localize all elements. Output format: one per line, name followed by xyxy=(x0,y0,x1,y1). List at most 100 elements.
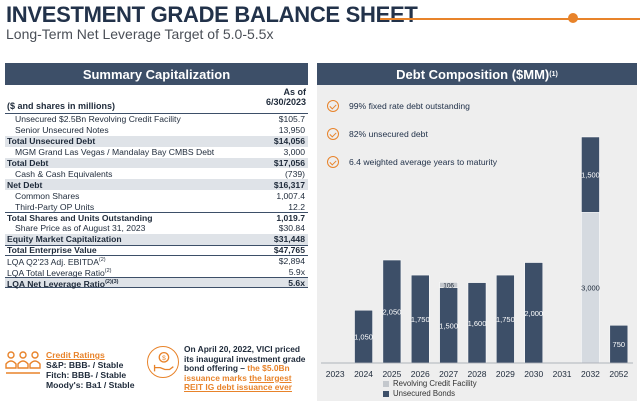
row-label-text: LQA Total Leverage Ratio xyxy=(7,267,105,278)
list-item: 6.4 weighted average years to maturity xyxy=(327,155,497,169)
row-value: 13,950 xyxy=(278,125,305,136)
credit-ratings: Credit Ratings S&P: BBB- / Stable Fitch:… xyxy=(46,350,134,390)
row-value: 1,007.4 xyxy=(276,190,305,201)
x-tick-label: 2023 xyxy=(326,369,345,379)
row-value: $17,056 xyxy=(273,158,305,168)
summary-header: Summary Capitalization xyxy=(5,63,308,85)
debt-highlights: 99% fixed rate debt outstanding 82% unse… xyxy=(327,99,497,183)
row-label: Share Price as of August 31, 2023 xyxy=(15,223,146,234)
row-label: MGM Grand Las Vegas / Mandalay Bay CMBS … xyxy=(15,147,215,158)
x-tick-label: 2027 xyxy=(439,369,458,379)
table-row: Net Debt $16,317 xyxy=(5,179,308,191)
check-circle-icon xyxy=(327,100,339,112)
asof-label: As of 6/30/2023 xyxy=(266,87,306,107)
bar-unsecured-bonds-2032 xyxy=(581,136,600,213)
row-label: Net Debt xyxy=(7,179,43,190)
rating-sp: S&P: BBB- / Stable xyxy=(46,360,124,370)
bullet-text: 82% unsecured debt xyxy=(349,129,428,139)
table-row: Total Unsecured Debt $14,056 xyxy=(5,135,308,147)
row-label: Cash & Cash Equivalents xyxy=(15,168,113,179)
table-row: Cash & Cash Equivalents (739) xyxy=(5,168,308,179)
row-label-text: LQA Net Leverage Ratio xyxy=(7,278,106,289)
table-row: LQA Net Leverage Ratio(2)(3) 5.6x xyxy=(5,277,308,289)
asof-line1: As of xyxy=(283,87,307,97)
table-row: Senior Unsecured Notes 13,950 xyxy=(5,125,308,136)
page-subtitle: Long-Term Net Leverage Target of 5.0-5.5… xyxy=(6,26,274,42)
row-value: 5.6x xyxy=(288,277,305,288)
rating-moodys: Moody's: Ba1 / Stable xyxy=(46,380,135,390)
chart-legend: Revolving Credit Facility Unsecured Bond… xyxy=(383,379,477,399)
x-tick-label: 2025 xyxy=(382,369,401,379)
bond-note-highlight: the $5.0Bn issuance marks xyxy=(184,363,290,383)
row-label: Senior Unsecured Notes xyxy=(15,125,109,136)
capitalization-rows: Unsecured $2.5Bn Revolving Credit Facili… xyxy=(5,114,308,289)
table-row: Common Shares 1,007.4 xyxy=(5,190,308,201)
row-label: Total Debt xyxy=(7,158,49,168)
check-circle-icon xyxy=(327,128,339,140)
debt-header-text: Debt Composition ($MM) xyxy=(396,66,550,82)
row-value: 3,000 xyxy=(283,147,305,158)
table-row: Share Price as of August 31, 2023 $30.84 xyxy=(5,223,308,234)
x-tick-label: 2024 xyxy=(354,369,373,379)
data-label: 3,000 xyxy=(581,284,600,293)
footnote-ref: (2) xyxy=(98,257,106,264)
row-value: 12.2 xyxy=(288,201,305,212)
row-label: LQA Q2'23 Adj. EBITDA(2) xyxy=(7,255,106,267)
row-value: $16,317 xyxy=(273,179,305,190)
table-row: Total Shares and Units Outstanding 1,019.… xyxy=(5,212,308,223)
data-label: 1,500 xyxy=(439,321,458,330)
data-label: 1,750 xyxy=(411,315,430,324)
row-label: Equity Market Capitalization xyxy=(7,234,122,245)
row-value: $31,448 xyxy=(273,234,305,245)
bar-revolving-credit-facility-2027 xyxy=(439,282,458,288)
column-label: ($ and shares in millions) xyxy=(7,101,116,111)
row-label-text: LQA Q2'23 Adj. EBITDA xyxy=(7,256,99,267)
x-tick-label: 2032 xyxy=(581,369,600,379)
data-label: 2,050 xyxy=(383,308,402,317)
check-circle-icon xyxy=(327,156,339,168)
asof-date: 6/30/2023 xyxy=(265,97,306,107)
bond-note-record: the largest REIT IG debt issuance ever xyxy=(184,372,292,393)
debt-maturity-chart: 2023 1,050 2024 2,050 2025 1,750 2026 1,500 106 2… xyxy=(321,136,633,379)
row-value: $105.7 xyxy=(278,114,305,125)
table-row: Third-Party OP Units 12.2 xyxy=(5,201,308,212)
row-label: LQA Total Leverage Ratio(2) xyxy=(7,266,112,278)
table-row: Total Enterprise Value $47,765 xyxy=(5,244,308,256)
rating-fitch: Fitch: BBB- / Stable xyxy=(46,370,127,380)
row-value: 5.9x xyxy=(288,266,305,277)
row-value: $47,765 xyxy=(273,245,305,256)
data-label: 750 xyxy=(613,340,626,349)
bullet-text: 99% fixed rate debt outstanding xyxy=(349,101,470,111)
data-label: 106 xyxy=(443,283,454,290)
row-label: Common Shares xyxy=(15,190,80,201)
row-label: LQA Net Leverage Ratio(2)(3) xyxy=(7,277,119,289)
bond-note-intro: On April 20, 2022, VICI priced its inaug… xyxy=(184,344,306,374)
debt-composition-panel: Debt Composition ($MM) (1) 99% fixed rate… xyxy=(317,63,637,401)
list-item: 82% unsecured debt xyxy=(327,127,497,141)
decorative-rule xyxy=(380,18,640,20)
list-item: 99% fixed rate debt outstanding xyxy=(327,99,497,113)
svg-text:$: $ xyxy=(162,355,166,362)
legend-swatch xyxy=(383,381,389,387)
row-value: $2,894 xyxy=(278,256,305,267)
row-value: 1,019.7 xyxy=(276,212,305,223)
row-label: Total Enterprise Value xyxy=(7,245,97,256)
footnote-ref: (1) xyxy=(549,70,558,78)
debt-header: Debt Composition ($MM) (1) xyxy=(317,63,637,85)
table-row: LQA Q2'23 Adj. EBITDA(2) $2,894 xyxy=(5,256,308,267)
money-hand-icon: $ xyxy=(147,346,179,378)
row-label: Total Unsecured Debt xyxy=(7,136,96,147)
data-label: 1,050 xyxy=(354,333,373,342)
x-tick-label: 2030 xyxy=(524,369,543,379)
decorative-dot xyxy=(568,13,578,23)
legend-item-rcf: Revolving Credit Facility xyxy=(383,379,477,389)
table-row: Unsecured $2.5Bn Revolving Credit Facili… xyxy=(5,114,308,125)
table-row: Equity Market Capitalization $31,448 xyxy=(5,233,308,245)
row-value: $14,056 xyxy=(273,136,305,147)
x-tick-label: 2031 xyxy=(553,369,572,379)
summary-capitalization-panel: Summary Capitalization ($ and shares in … xyxy=(5,63,308,289)
footnote-ref: (2)(3) xyxy=(105,278,119,285)
data-label: 1,600 xyxy=(468,319,487,328)
data-label: 2,000 xyxy=(524,309,543,318)
table-row: LQA Total Leverage Ratio(2) 5.9x xyxy=(5,266,308,278)
